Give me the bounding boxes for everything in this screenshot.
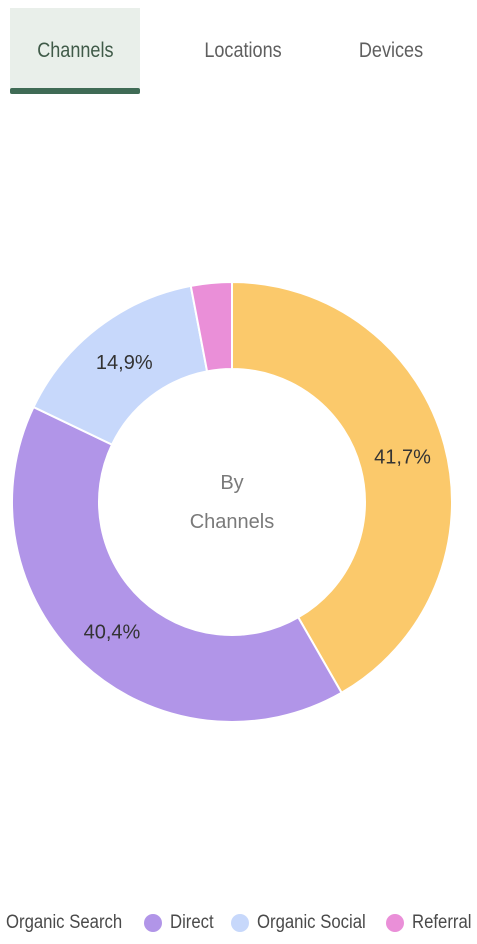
slice-referral[interactable] [189,280,233,373]
slice-label-organic-social: 14,9% [96,352,153,374]
legend-item-direct[interactable]: Direct [144,908,220,938]
legend-dot-referral [386,914,404,932]
tab-channels-label: Channels [36,39,114,62]
legend-label-direct: Direct [170,912,214,933]
tab-bar: Channels Locations Devices [10,8,470,94]
donut-slices [11,280,453,723]
slice-organic-search[interactable] [231,280,453,695]
legend-dot-organic-social [231,914,249,932]
legend-label-organic-search: Organic Search [6,912,123,933]
tab-devices-label: Devices [358,39,424,62]
donut-labels: 41,7% 40,4% 14,9% [84,352,431,643]
slice-direct[interactable] [11,405,343,723]
tab-locations[interactable]: Locations [187,8,299,94]
tab-devices[interactable]: Devices [335,8,447,94]
legend-item-referral[interactable]: Referral [386,908,477,938]
chart-legend: Organic Search Direct Organic Social Ref… [0,908,477,938]
legend-dot-direct [144,914,162,932]
tab-channels[interactable]: Channels [10,8,140,94]
legend-item-organic-social[interactable]: Organic Social [231,908,381,938]
slice-label-direct: 40,4% [84,621,141,643]
legend-label-referral: Referral [412,912,472,933]
legend-item-organic-search[interactable]: Organic Search [0,908,138,938]
legend-label-organic-social: Organic Social [257,912,366,933]
slice-label-organic-search: 41,7% [374,446,431,468]
tab-locations-label: Locations [204,39,282,62]
center-label-line-1: By [220,472,243,494]
tab-active-underline [10,88,140,94]
donut-chart: 41,7% 40,4% 14,9% By Channels [11,280,453,723]
center-label-line-2: Channels [190,511,275,533]
